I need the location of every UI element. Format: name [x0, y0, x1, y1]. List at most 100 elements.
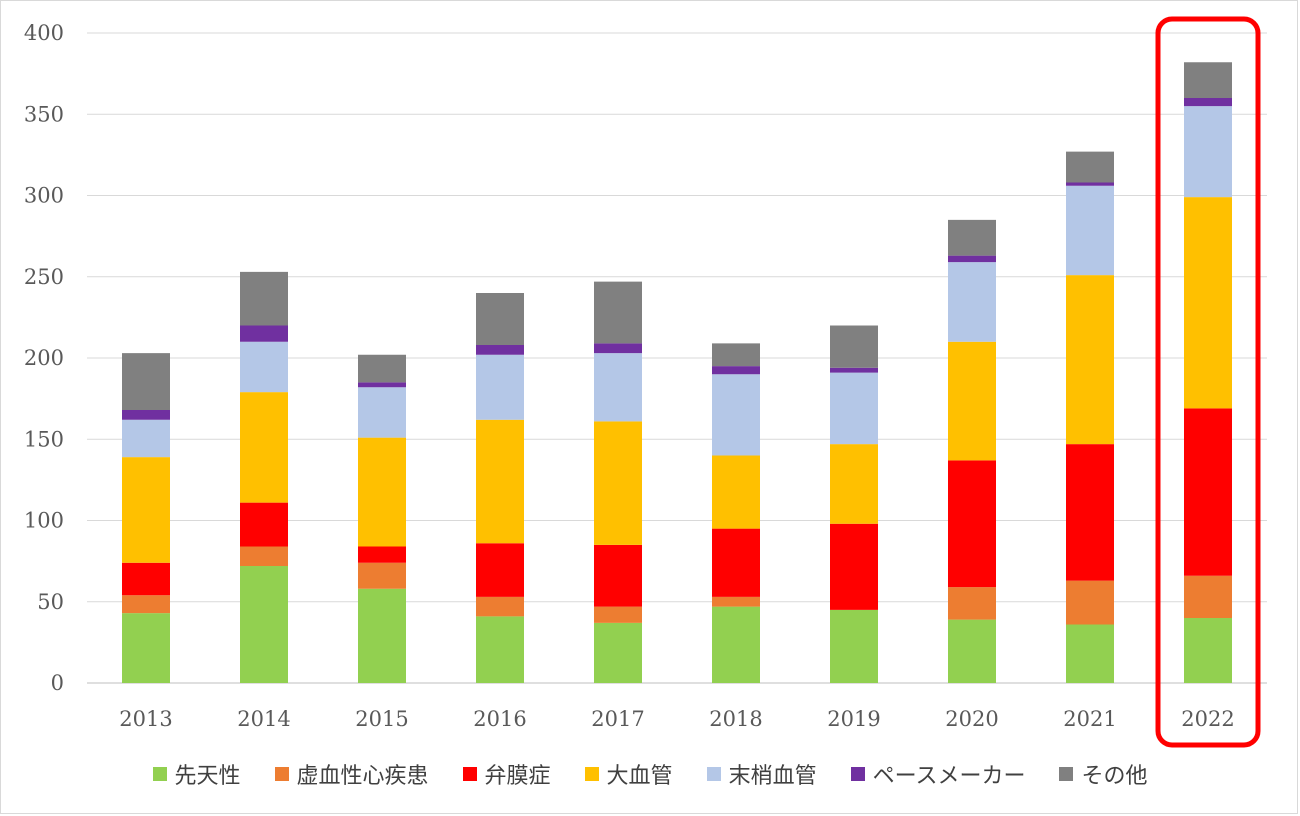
bar-segment-2021-1	[1066, 580, 1114, 625]
bar-segment-2015-3	[358, 437, 406, 547]
bar-segment-2017-0	[594, 622, 642, 683]
bar-segment-2013-2	[122, 562, 170, 596]
y-tick-label: 300	[24, 184, 64, 208]
bar-segment-2022-6	[1184, 62, 1232, 98]
legend-item: 虚血性心疾患	[274, 758, 429, 790]
bar-segment-2021-5	[1066, 182, 1114, 186]
highlight-box	[1155, 16, 1261, 748]
x-tick-label: 2016	[473, 707, 526, 731]
bar-segment-2020-5	[948, 255, 996, 263]
x-tick-label: 2022	[1181, 707, 1234, 731]
legend-swatch	[1059, 767, 1074, 781]
legend-swatch	[850, 767, 865, 781]
bars	[122, 62, 1232, 683]
y-tick-label: 50	[37, 590, 64, 614]
y-tick-label: 100	[24, 509, 64, 533]
bar-segment-2013-3	[122, 457, 170, 563]
bar-segment-2017-5	[594, 343, 642, 354]
bar-segment-2021-2	[1066, 444, 1114, 581]
x-tick-label: 2018	[709, 707, 762, 731]
bar-segment-2015-6	[358, 354, 406, 383]
bar-segment-2014-3	[240, 392, 288, 503]
legend-swatch	[274, 767, 289, 781]
legend-swatch	[152, 767, 167, 781]
bar-segment-2013-1	[122, 595, 170, 614]
bar-segment-2021-4	[1066, 185, 1114, 276]
bar-segment-2016-2	[476, 543, 524, 597]
legend-label: 虚血性心疾患	[296, 764, 429, 789]
bar-segment-2017-6	[594, 281, 642, 344]
bar-segment-2017-3	[594, 421, 642, 545]
legend-label: その他	[1081, 764, 1148, 789]
bar-segment-2014-6	[240, 271, 288, 326]
bar-segment-2016-4	[476, 354, 524, 420]
legend-swatch	[584, 767, 599, 781]
legend-label: 大血管	[606, 764, 673, 789]
bar-segment-2015-0	[358, 588, 406, 683]
bar-segment-2019-2	[830, 523, 878, 610]
bar-segment-2014-5	[240, 325, 288, 342]
bar-segment-2018-1	[712, 596, 760, 607]
bar-segment-2014-2	[240, 502, 288, 547]
bar-segment-2018-3	[712, 455, 760, 529]
bar-segment-2019-4	[830, 372, 878, 445]
bar-segment-2014-0	[240, 566, 288, 683]
bar-segment-2018-6	[712, 343, 760, 367]
y-tick-label: 350	[24, 102, 64, 126]
bar-segment-2017-4	[594, 353, 642, 422]
y-axis-tick-labels: 0 50 100 150 200 250 300 350 400	[24, 21, 64, 695]
bar-segment-2018-5	[712, 366, 760, 375]
x-tick-label: 2013	[119, 707, 172, 731]
legend-item: その他	[1059, 758, 1148, 790]
legend-label: 弁膜症	[484, 764, 551, 789]
y-tick-label: 150	[24, 427, 64, 451]
x-tick-label: 2015	[355, 707, 408, 731]
bar-segment-2022-4	[1184, 106, 1232, 198]
bar-segment-2020-0	[948, 619, 996, 683]
legend-label: 末梢血管	[728, 764, 817, 789]
y-tick-label: 200	[24, 346, 64, 370]
bar-segment-2017-2	[594, 544, 642, 607]
bar-segment-2018-0	[712, 606, 760, 683]
bar-segment-2019-5	[830, 367, 878, 373]
bar-segment-2015-5	[358, 382, 406, 388]
bar-segment-2022-1	[1184, 575, 1232, 618]
bar-segment-2022-2	[1184, 408, 1232, 576]
bar-segment-2015-2	[358, 546, 406, 563]
bar-segment-2018-2	[712, 528, 760, 597]
bar-segment-2019-6	[830, 325, 878, 368]
bar-segment-2017-1	[594, 606, 642, 623]
bar-segment-2021-3	[1066, 275, 1114, 445]
legend: 先天性 虚血性心疾患 弁膜症 大血管 末梢血管 ペースメーカー その他	[0, 758, 1300, 790]
legend-swatch	[706, 767, 721, 781]
bar-segment-2014-1	[240, 546, 288, 566]
y-tick-label: 0	[51, 671, 64, 695]
bar-segment-2016-1	[476, 596, 524, 617]
bar-segment-2015-1	[358, 562, 406, 589]
bar-segment-2020-6	[948, 219, 996, 256]
bar-segment-2016-3	[476, 419, 524, 544]
legend-item: 末梢血管	[706, 758, 817, 790]
bar-segment-2020-3	[948, 341, 996, 461]
x-tick-label: 2014	[237, 707, 290, 731]
bar-segment-2018-4	[712, 374, 760, 456]
bar-segment-2021-0	[1066, 624, 1114, 683]
legend-label: 先天性	[174, 764, 241, 789]
bar-segment-2014-4	[240, 341, 288, 393]
legend-swatch	[462, 767, 477, 781]
bar-segment-2020-2	[948, 460, 996, 588]
bar-segment-2016-6	[476, 293, 524, 345]
y-tick-label: 400	[24, 21, 64, 45]
x-axis-tick-labels: 2013 2014 2015 2016 2017 2018 2019 2020 2021 2022	[119, 707, 1234, 731]
legend-label: ペースメーカー	[872, 764, 1026, 789]
highlight-layer	[1155, 16, 1261, 748]
legend-item: 大血管	[584, 758, 673, 790]
bar-segment-2013-5	[122, 410, 170, 420]
bar-segment-2022-5	[1184, 98, 1232, 107]
x-tick-label: 2019	[827, 707, 880, 731]
x-tick-label: 2020	[945, 707, 998, 731]
bar-segment-2020-1	[948, 587, 996, 620]
bar-segment-2015-4	[358, 387, 406, 438]
